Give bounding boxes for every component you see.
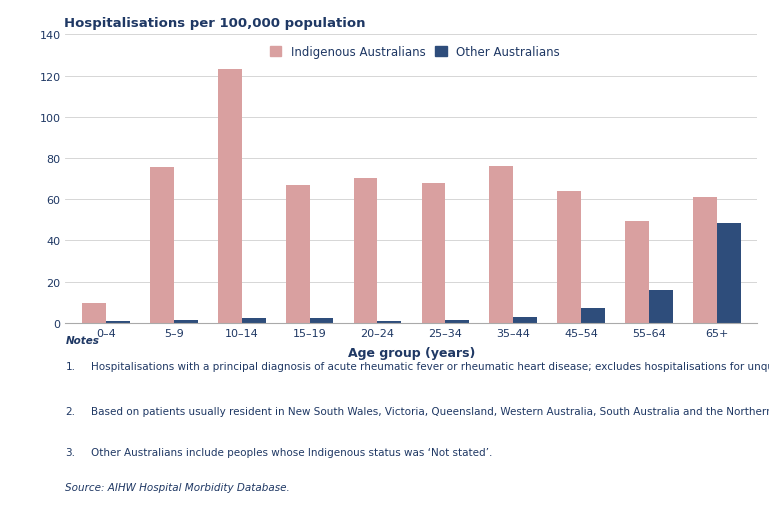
Bar bbox=[513, 317, 537, 323]
Bar bbox=[421, 183, 445, 323]
Bar bbox=[489, 167, 513, 323]
Bar bbox=[717, 224, 741, 323]
Text: Source: AIHW Hospital Morbidity Database.: Source: AIHW Hospital Morbidity Database… bbox=[65, 482, 290, 492]
Bar bbox=[150, 168, 174, 323]
Bar bbox=[581, 309, 604, 323]
Bar bbox=[174, 320, 198, 323]
Bar bbox=[649, 290, 673, 323]
Text: 1.: 1. bbox=[65, 361, 75, 371]
Text: Notes: Notes bbox=[65, 336, 99, 346]
Bar bbox=[218, 70, 241, 323]
Bar bbox=[354, 178, 378, 323]
Text: Hospitalisations per 100,000 population: Hospitalisations per 100,000 population bbox=[64, 17, 365, 30]
Legend: Indigenous Australians, Other Australians: Indigenous Australians, Other Australian… bbox=[265, 41, 564, 64]
Bar bbox=[82, 304, 106, 323]
Bar bbox=[241, 319, 265, 323]
Bar bbox=[286, 185, 310, 323]
Bar bbox=[625, 221, 649, 323]
Bar bbox=[693, 198, 717, 323]
Bar bbox=[310, 319, 334, 323]
Bar bbox=[378, 322, 401, 323]
Bar bbox=[558, 191, 581, 323]
Bar bbox=[445, 320, 469, 323]
Text: Other Australians include peoples whose Indigenous status was ‘Not stated’.: Other Australians include peoples whose … bbox=[91, 447, 492, 457]
Text: 3.: 3. bbox=[65, 447, 75, 457]
Bar bbox=[106, 322, 130, 323]
Text: Based on patients usually resident in New South Wales, Victoria, Queensland, Wes: Based on patients usually resident in Ne… bbox=[91, 407, 769, 417]
Text: 2.: 2. bbox=[65, 407, 75, 417]
X-axis label: Age group (years): Age group (years) bbox=[348, 346, 475, 360]
Text: Hospitalisations with a principal diagnosis of acute rheumatic fever or rheumati: Hospitalisations with a principal diagno… bbox=[91, 361, 769, 371]
